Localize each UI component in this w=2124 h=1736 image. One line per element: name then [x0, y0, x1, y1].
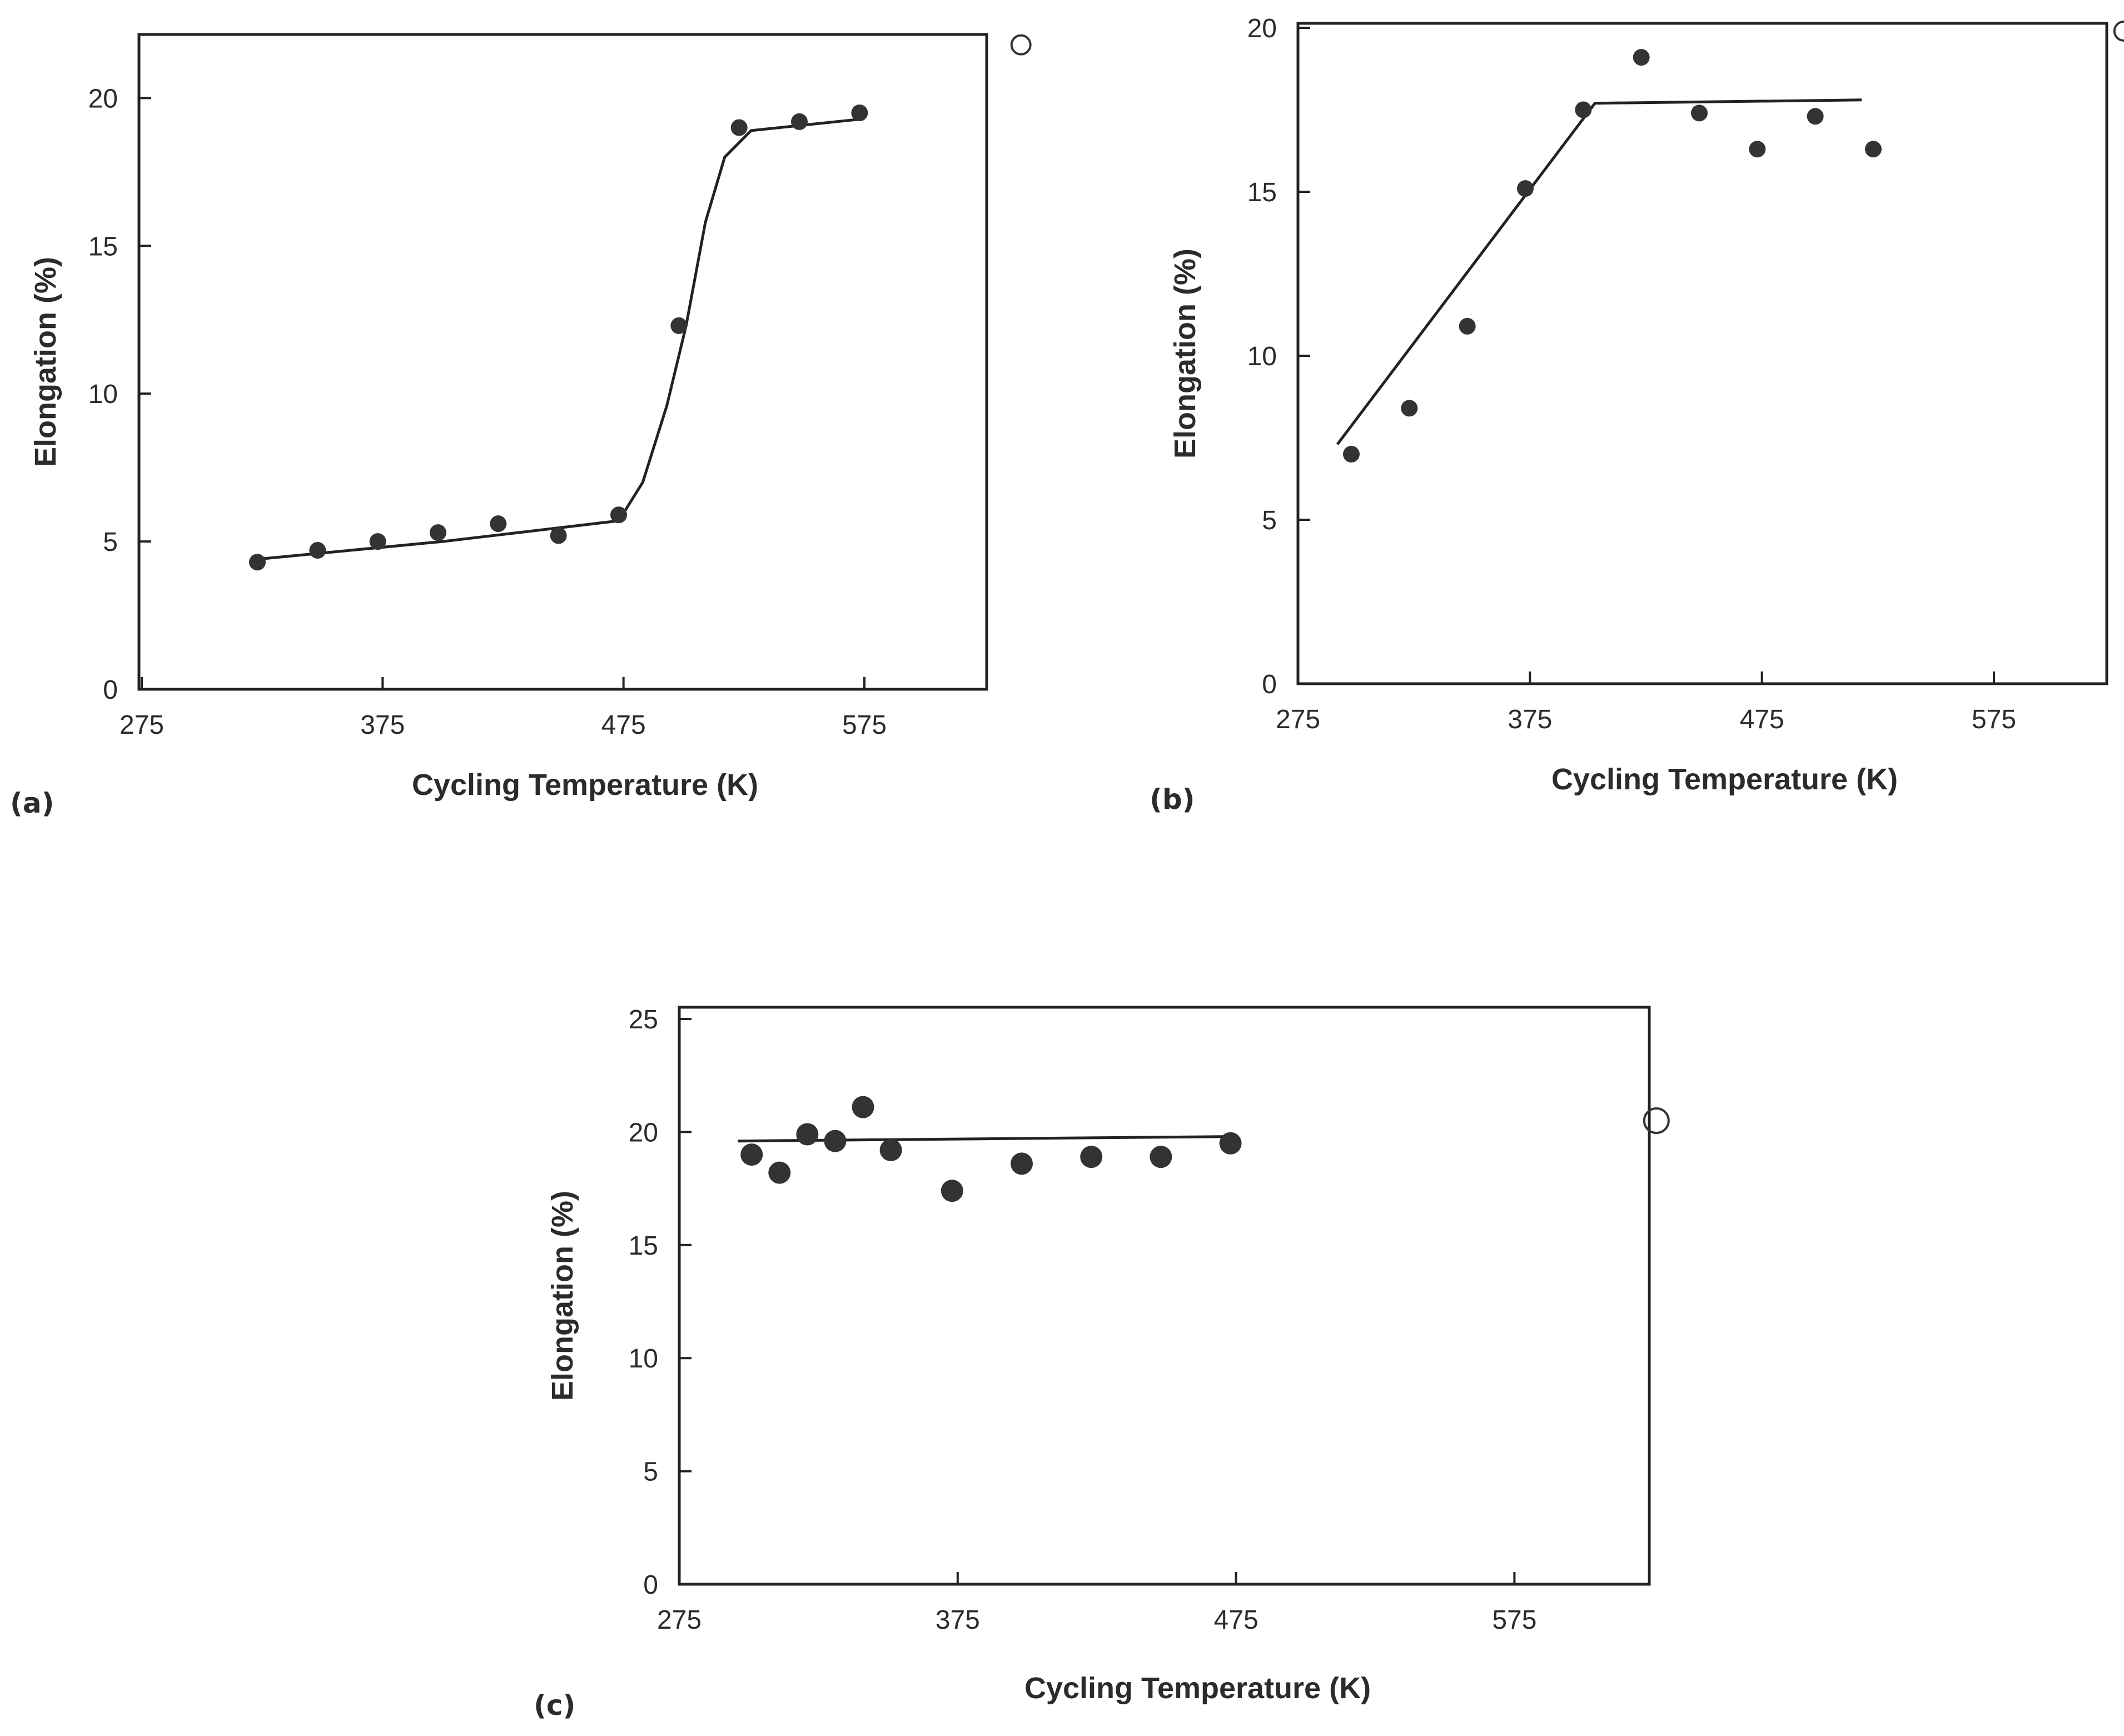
y-tick-label: 5	[643, 1458, 658, 1487]
y-tick-label: 15	[88, 232, 118, 261]
plot-frame	[1296, 22, 2108, 685]
y-tick-label: 20	[629, 1118, 658, 1147]
y-tick-label: 5	[1262, 506, 1277, 535]
x-tick-label: 275	[657, 1605, 702, 1635]
fit-line	[257, 117, 865, 561]
fit-line	[1336, 98, 1862, 445]
y-tick-label: 15	[1247, 178, 1277, 207]
y-tick-label: 0	[643, 1570, 658, 1600]
data-point	[1459, 317, 1476, 335]
y-tick-label: 0	[103, 675, 118, 705]
chart-b: 275 375 475 575 0 5 10 15 20 Cycling Temperature …	[1150, 14, 2124, 815]
data-point	[852, 1096, 874, 1118]
data-point	[1864, 141, 1882, 158]
plot-frame	[678, 1006, 1651, 1586]
data-point	[550, 527, 567, 544]
x-axis-label: Cycling Temperature (K)	[1024, 1672, 1371, 1705]
y-tick-label: 10	[1247, 342, 1277, 371]
y-tick-label: 20	[1247, 14, 1277, 43]
x-tick-label: 375	[1508, 705, 1552, 734]
y-tick-label: 15	[629, 1231, 658, 1261]
panel-label: (b)	[1150, 783, 1195, 815]
y-tick-label: 10	[88, 380, 118, 409]
data-point	[610, 506, 627, 524]
open-marker	[1643, 1107, 1670, 1135]
data-point	[1150, 1146, 1172, 1168]
data-point	[730, 119, 748, 136]
data-point	[1516, 180, 1534, 197]
data-point	[1401, 400, 1418, 417]
data-point	[1342, 446, 1360, 462]
data-point	[941, 1180, 963, 1202]
x-axis-label: Cycling Temperature (K)	[1551, 763, 1898, 796]
y-tick-label: 25	[629, 1005, 658, 1034]
x-tick-label: 275	[120, 710, 164, 740]
data-point	[670, 317, 688, 334]
data-point	[796, 1123, 819, 1146]
x-tick-label: 575	[1492, 1605, 1536, 1635]
data-point	[369, 533, 386, 550]
data-point	[1749, 141, 1766, 158]
fit-line	[738, 1135, 1236, 1143]
data-point	[430, 524, 446, 541]
data-point	[490, 515, 507, 533]
plot-frame	[137, 33, 988, 691]
chart-c: 275 375 475 575 0 5 10 15 20 25 Cycling Temperatur…	[534, 1005, 1670, 1722]
x-tick-label: 475	[601, 710, 646, 740]
data-point	[309, 542, 326, 559]
data-point	[249, 554, 266, 571]
data-point	[824, 1130, 847, 1152]
data-point	[879, 1138, 902, 1161]
y-axis-label: Elongation (%)	[546, 1191, 579, 1401]
x-tick-label: 475	[1214, 1605, 1259, 1635]
x-tick-label: 575	[1972, 705, 2016, 734]
panel-label: (c)	[534, 1689, 575, 1722]
x-tick-label: 575	[842, 710, 887, 740]
open-marker	[2113, 20, 2124, 42]
x-tick-label: 375	[360, 710, 405, 740]
data-point	[1219, 1132, 1242, 1155]
y-axis-label: Elongation (%)	[29, 257, 62, 467]
y-tick-label: 0	[1262, 670, 1277, 699]
data-point	[1633, 49, 1650, 66]
panel-label: (a)	[10, 787, 54, 819]
y-tick-label: 20	[88, 84, 118, 113]
y-tick-label: 10	[629, 1344, 658, 1374]
y-tick-label: 5	[103, 528, 118, 557]
chart-a: 275 375 475 575 0 5 10 15 20 Cycling Temperature …	[10, 33, 1032, 819]
data-point	[1690, 105, 1708, 122]
x-tick-label: 475	[1740, 705, 1784, 734]
data-point	[1010, 1152, 1033, 1175]
open-marker	[1010, 34, 1032, 56]
data-point	[1080, 1146, 1103, 1168]
x-tick-label: 275	[1276, 705, 1320, 734]
data-point	[1575, 101, 1592, 118]
x-tick-label: 375	[936, 1605, 980, 1635]
data-point	[791, 113, 808, 130]
y-axis-label: Elongation (%)	[1168, 248, 1202, 459]
data-point	[851, 104, 868, 121]
data-point	[740, 1143, 763, 1166]
data-point	[1807, 108, 1824, 125]
data-point	[768, 1161, 791, 1184]
x-axis-label: Cycling Temperature (K)	[412, 768, 758, 802]
